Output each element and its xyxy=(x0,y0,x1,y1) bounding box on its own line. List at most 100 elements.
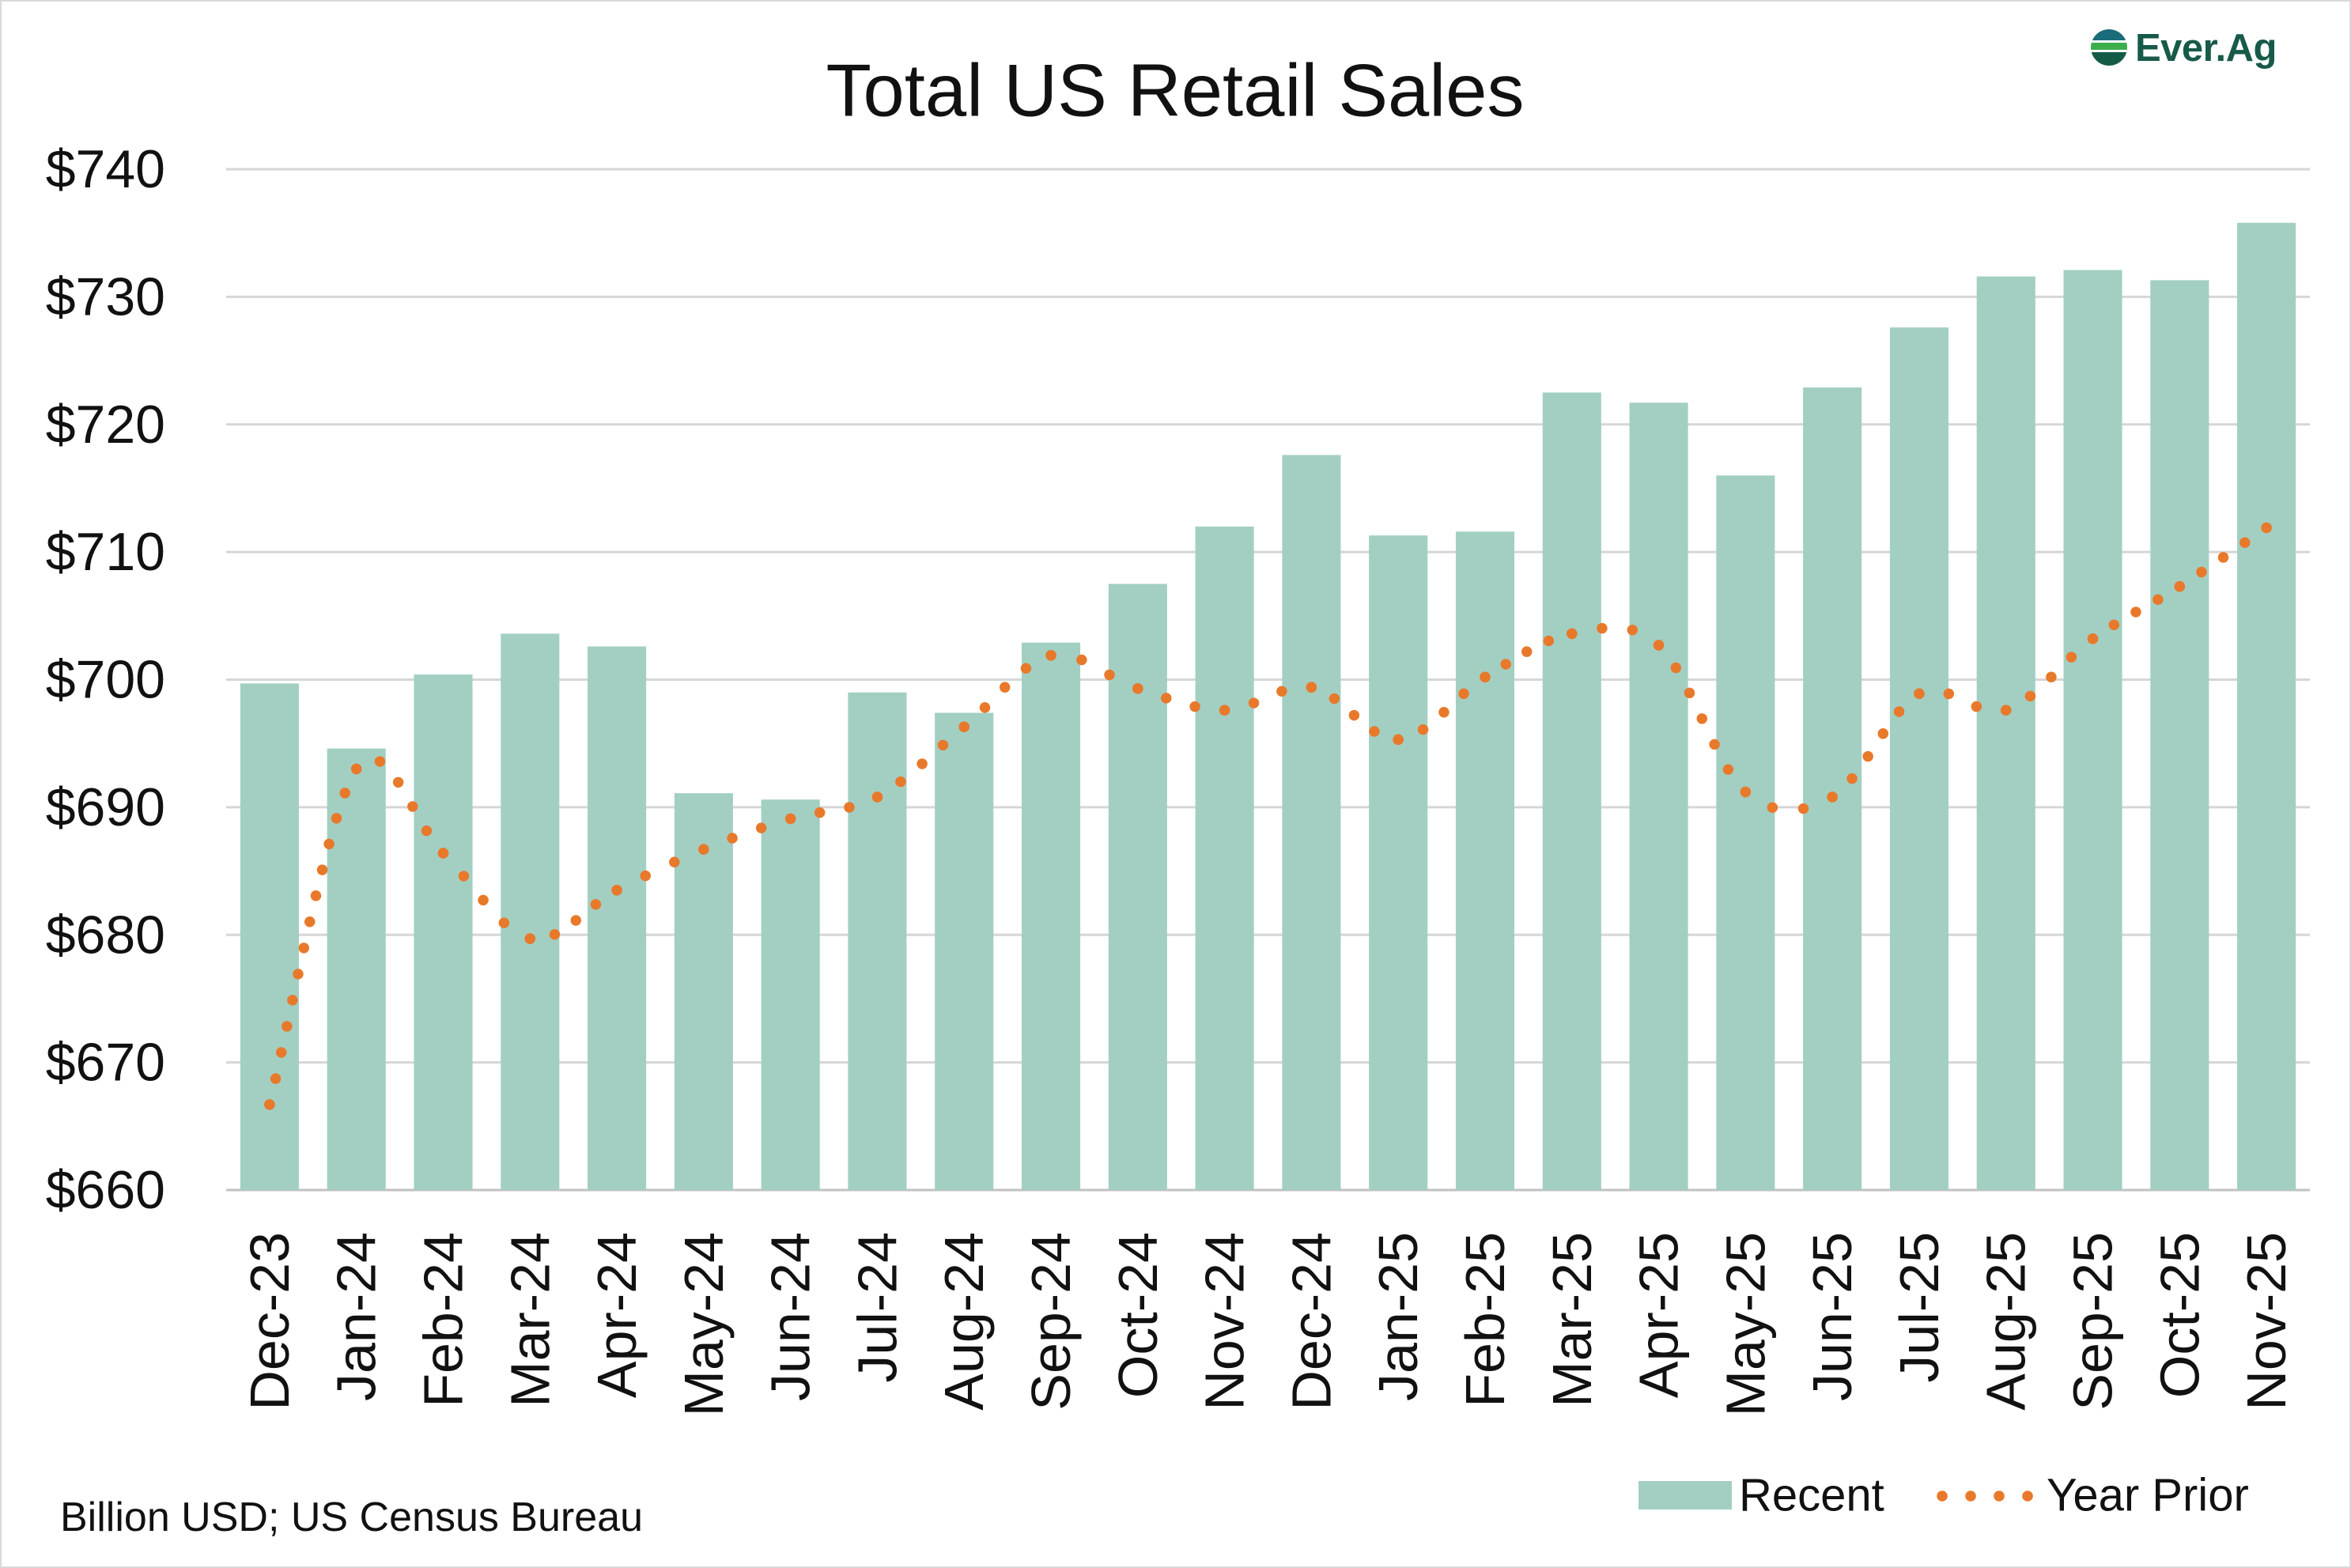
year-prior-segment xyxy=(437,848,536,944)
logo-stripe-top xyxy=(2091,29,2127,40)
ever-ag-logo-icon xyxy=(2091,29,2127,66)
bar-recent-may-24 xyxy=(674,793,733,1190)
x-tick-label: Dec-23 xyxy=(239,1232,300,1411)
ever-ag-logo: Ever.Ag xyxy=(2091,27,2277,70)
year-prior-segment xyxy=(958,650,1056,732)
bar-recent-oct-24 xyxy=(1108,584,1167,1190)
logo-stripe-middle xyxy=(2091,43,2127,50)
x-tick-label: Nov-24 xyxy=(1194,1232,1256,1411)
x-tick-label: Dec-24 xyxy=(1280,1232,1342,1411)
bar-recent-nov-24 xyxy=(1195,526,1254,1190)
legend-item-year-prior: Year Prior xyxy=(1937,1470,2249,1521)
x-tick-label: Oct-25 xyxy=(2149,1232,2210,1398)
recent-bars xyxy=(240,222,2296,1191)
year-prior-point-sep-25 xyxy=(2087,633,2099,644)
year-prior-point-sep-24 xyxy=(1045,650,1056,661)
year-prior-point-jan-25 xyxy=(1393,734,1404,746)
x-tick-label: Feb-25 xyxy=(1454,1232,1516,1407)
x-tick-label: Aug-25 xyxy=(1975,1232,2037,1411)
year-prior-point-nov-24 xyxy=(1219,705,1230,716)
year-prior-segment xyxy=(524,885,622,945)
year-prior-point-feb-25 xyxy=(1480,671,1491,683)
bar-recent-dec-24 xyxy=(1282,455,1341,1190)
bar-recent-oct-25 xyxy=(2150,280,2209,1190)
bar-recent-apr-25 xyxy=(1629,402,1688,1190)
logo-wordmark: Ever.Ag xyxy=(2135,27,2277,70)
x-tick-label: Sep-25 xyxy=(2062,1232,2124,1411)
legend-swatch-recent xyxy=(1639,1481,1732,1509)
year-prior-segment xyxy=(350,753,449,859)
y-axis-labels: $660 $670 $680 $690 $700 $710 $720 $730 $740 xyxy=(46,139,165,1220)
year-prior-point-may-24 xyxy=(698,844,709,855)
y-tick-label: $690 xyxy=(46,777,165,837)
year-prior-segment xyxy=(1393,671,1491,746)
source-note: Billion USD; US Census Bureau xyxy=(60,1494,643,1540)
x-tick-label: Oct-24 xyxy=(1107,1232,1169,1398)
year-prior-point-oct-25 xyxy=(2174,580,2186,592)
bar-recent-aug-25 xyxy=(1976,276,2035,1191)
year-prior-point-dec-23 xyxy=(264,1099,275,1110)
year-prior-segment xyxy=(1306,682,1404,746)
y-tick-label: $660 xyxy=(46,1160,165,1220)
bar-recent-feb-24 xyxy=(414,674,473,1190)
x-tick-label: May-24 xyxy=(673,1232,735,1416)
y-tick-label: $730 xyxy=(46,266,165,327)
x-tick-label: Jan-25 xyxy=(1367,1232,1429,1401)
y-tick-label: $700 xyxy=(46,650,165,710)
legend-dot xyxy=(1965,1491,1976,1502)
year-prior-segment xyxy=(871,721,970,803)
x-tick-label: May-25 xyxy=(1714,1232,1776,1416)
bar-recent-feb-25 xyxy=(1455,531,1515,1190)
y-tick-label: $710 xyxy=(46,522,165,582)
year-prior-point-jun-24 xyxy=(784,813,796,825)
year-prior-point-dec-24 xyxy=(1306,682,1317,693)
year-prior-point-aug-24 xyxy=(958,721,970,733)
year-prior-point-mar-24 xyxy=(524,933,536,944)
x-tick-label: Feb-24 xyxy=(412,1232,474,1407)
year-prior-point-nov-25 xyxy=(2261,522,2272,534)
year-prior-point-jun-25 xyxy=(1827,792,1838,803)
x-tick-label: Apr-24 xyxy=(586,1232,648,1398)
legend: Recent Year Prior xyxy=(1639,1470,2249,1521)
bar-recent-nov-25 xyxy=(2237,222,2296,1191)
year-prior-point-jul-25 xyxy=(1914,688,1925,700)
legend-label-year-prior: Year Prior xyxy=(2047,1470,2249,1521)
y-tick-label: $740 xyxy=(46,139,165,199)
bar-recent-mar-24 xyxy=(501,633,560,1190)
bar-recent-sep-24 xyxy=(1021,642,1081,1190)
x-tick-label: Nov-25 xyxy=(2236,1232,2297,1411)
chart-title: Total US Retail Sales xyxy=(826,49,1525,132)
y-tick-label: $720 xyxy=(46,395,165,455)
year-prior-point-apr-25 xyxy=(1653,640,1665,651)
year-prior-point-feb-24 xyxy=(437,848,449,859)
bar-recent-dec-23 xyxy=(240,683,299,1190)
bar-recent-jul-24 xyxy=(848,692,907,1190)
x-tick-label: Jul-24 xyxy=(846,1232,908,1383)
year-prior-segment xyxy=(2000,633,2099,716)
year-prior-segment xyxy=(2087,580,2186,644)
x-tick-label: Jan-24 xyxy=(326,1232,387,1401)
logo-stripe-bottom xyxy=(2091,52,2127,66)
legend-dot xyxy=(1994,1491,2005,1502)
year-prior-point-aug-25 xyxy=(2000,705,2012,716)
bar-recent-apr-24 xyxy=(588,646,647,1190)
year-prior-point-mar-25 xyxy=(1566,628,1578,640)
legend-item-recent: Recent xyxy=(1639,1470,1884,1521)
x-tick-label: Apr-25 xyxy=(1628,1232,1690,1398)
gridlines xyxy=(226,168,2310,1192)
bar-recent-may-25 xyxy=(1716,475,1775,1190)
legend-dot xyxy=(1937,1491,1948,1502)
y-tick-label: $670 xyxy=(46,1033,165,1093)
bar-recent-jun-25 xyxy=(1803,387,1862,1190)
bar-recent-aug-24 xyxy=(935,712,994,1190)
year-prior-segment xyxy=(1480,628,1578,683)
year-prior-segment xyxy=(1653,640,1752,798)
year-prior-point-may-25 xyxy=(1740,786,1752,798)
bar-recent-jan-25 xyxy=(1369,535,1428,1190)
x-tick-label: Jun-25 xyxy=(1801,1232,1863,1401)
x-tick-label: Mar-24 xyxy=(499,1232,561,1407)
year-prior-segment xyxy=(264,763,362,1110)
x-tick-label: Jul-25 xyxy=(1888,1232,1950,1383)
year-prior-line xyxy=(264,522,2272,1110)
